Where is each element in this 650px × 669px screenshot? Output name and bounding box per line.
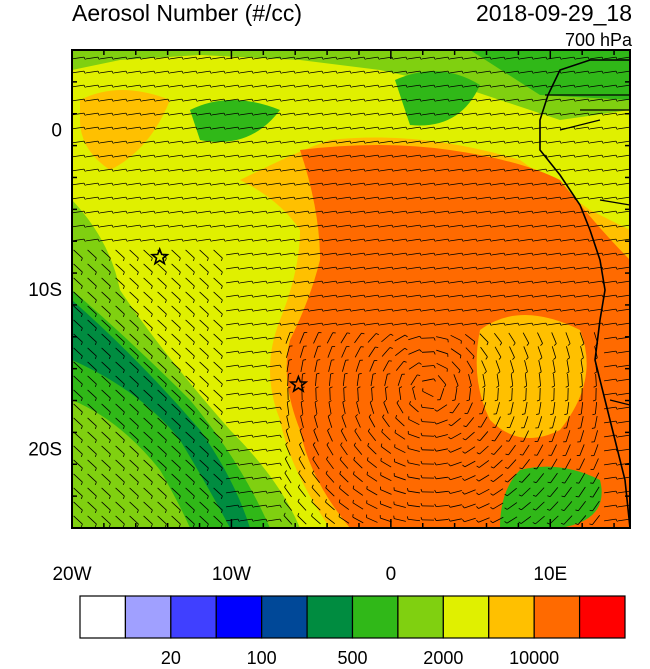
y-tick-label: 10S [28,280,62,301]
colorbar-swatch [307,596,352,638]
colorbar-swatch [489,596,534,638]
x-tick-label: 0 [386,564,397,585]
x-tick-label: 10W [212,564,251,585]
colorbar-swatch [262,596,307,638]
colorbar-swatch [80,596,125,638]
colorbar-swatch [443,596,488,638]
colorbar-swatch [580,596,625,638]
colorbar-label: 10000 [509,648,559,669]
shaded-field [72,50,631,528]
x-tick-label: 20W [52,564,91,585]
colorbar-label: 2000 [423,648,463,669]
colorbar-swatch [171,596,216,638]
colorbar-swatch [353,596,398,638]
colorbar-label: 500 [337,648,367,669]
y-tick-label: 0 [51,121,62,142]
colorbar-swatch [125,596,170,638]
colorbar [80,596,625,638]
colorbar-swatch [534,596,579,638]
y-tick-label: 20S [28,439,62,460]
colorbar-swatch [398,596,443,638]
colorbar-label: 20 [161,648,181,669]
colorbar-label: 100 [247,648,277,669]
x-tick-label: 10E [533,564,567,585]
colorbar-swatch [216,596,261,638]
